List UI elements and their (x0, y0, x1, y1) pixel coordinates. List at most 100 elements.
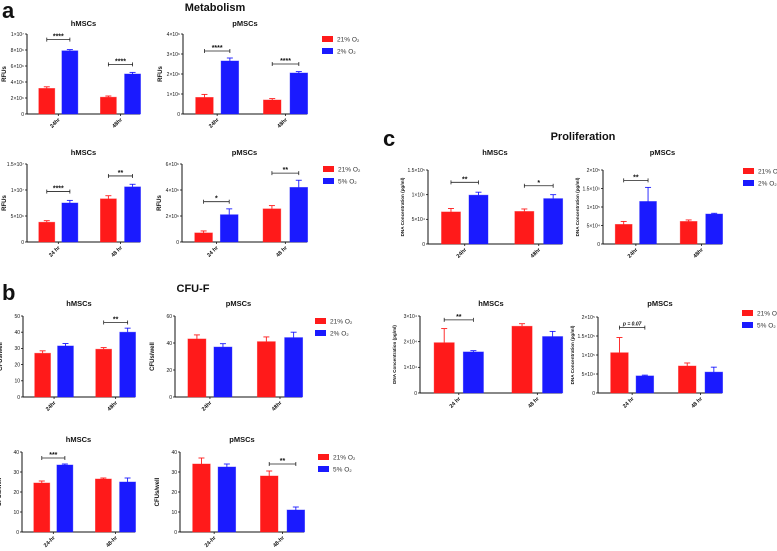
significance-label: **** (53, 186, 64, 193)
y-tick-label: 20 (171, 490, 177, 496)
y-tick-label: 20 (166, 368, 172, 374)
chart-title: pMSCs (232, 148, 257, 157)
bar-hypoxia-1 (289, 72, 309, 115)
significance-label: **** (53, 34, 64, 41)
bar-hypoxia-0 (61, 50, 79, 115)
legend-swatch (322, 48, 333, 54)
y-tick-label: 10 (13, 510, 19, 516)
x-tick-label: 48-hr (105, 535, 119, 549)
legend-swatch (323, 166, 334, 172)
y-tick-label: 1.5×10⁷ (7, 162, 24, 168)
y-tick-label: 0 (177, 112, 180, 118)
y-axis-label: CFUs/well (0, 477, 3, 506)
x-tick-label: 48 hr (527, 396, 541, 410)
section-title-cfu-f: CFU-F (177, 283, 210, 295)
panel-letter-a: a (2, 0, 15, 23)
legend-swatch (318, 454, 329, 460)
chart-title: pMSCs (226, 299, 251, 308)
significance-label: ** (462, 176, 468, 183)
bar-hypoxia-0 (468, 194, 489, 245)
y-tick-label: 5×10⁶ (11, 214, 24, 220)
chart-title: hMSCs (71, 148, 96, 157)
legend-label: 2% O₂ (337, 49, 356, 56)
legend-label: 5% O₂ (338, 179, 357, 186)
chart-title: hMSCs (482, 148, 507, 157)
y-axis-label: DNA Concentration (pg/ml) (575, 177, 580, 236)
y-tick-label: 10 (14, 379, 20, 385)
significance-label: ** (283, 167, 289, 174)
bar-hypoxia-0 (57, 345, 74, 398)
y-tick-label: 30 (171, 470, 177, 476)
bar-normoxia-0 (38, 221, 56, 243)
bar-normoxia-0 (614, 223, 633, 245)
panel-letter-c: c (383, 126, 395, 151)
y-axis-label: CFUs/well (150, 342, 156, 371)
bar-chart-b-hmscs: hMSCs CFUs/well 0 10 20 30 40 50 24hr 48hr ** (0, 299, 136, 413)
legend-swatch (322, 36, 333, 42)
y-tick-label: 1×10⁵ (582, 353, 595, 359)
bar-chart-a-hmscs: hMSCs RFUs 0 2×10⁶ 4×10⁶ 6×10⁶ 8×10⁶ 1×10⁷ 24hr 4… (2, 19, 141, 130)
legend-label: 2% O₂ (330, 331, 349, 338)
bar-hypoxia-1 (543, 198, 564, 245)
significance-label: **** (115, 58, 126, 65)
legend: 21% O₂ 5% O₂ (318, 454, 356, 474)
bar-hypoxia-0 (219, 214, 239, 243)
y-tick-label: 0 (597, 242, 600, 248)
y-tick-label: 5×10⁴ (582, 372, 595, 378)
y-tick-label: 0 (21, 112, 24, 118)
x-tick-label: 24hr (456, 247, 469, 260)
x-tick-label: 24 hr (622, 396, 636, 410)
bar-normoxia-1 (256, 341, 276, 398)
bar-hypoxia-1 (124, 186, 141, 243)
y-tick-label: 1.5×10⁵ (407, 168, 425, 174)
y-tick-label: 2×10⁶ (166, 214, 179, 220)
legend-swatch (315, 318, 326, 324)
y-tick-label: 1×10⁷ (11, 32, 24, 38)
significance-label: ** (118, 170, 124, 177)
x-tick-label: 48hr (111, 117, 124, 130)
x-tick-label: 48 hr (690, 396, 704, 410)
significance-label: p = 0.07 (622, 322, 642, 328)
y-tick-label: 40 (166, 341, 172, 347)
bar-normoxia-0 (192, 463, 211, 533)
y-axis-label: DNA Concentration (pg/ml) (570, 325, 575, 384)
y-tick-label: 0 (176, 240, 179, 246)
y-tick-label: 0 (592, 391, 595, 397)
legend-swatch (318, 466, 329, 472)
bar-chart-c-hmscs: hMSCs DNA Concentration (pg/ml) 0 5×10⁴ 1×10… (400, 148, 564, 260)
bar-normoxia-1 (100, 96, 117, 115)
significance-label: * (537, 180, 540, 187)
bar-normoxia-0 (441, 211, 461, 245)
bar-chart-a-pmscs: pMSCs RFUs 0 1×10⁶ 2×10⁶ 3×10⁶ 4×10⁶ 24hr 48hr **… (158, 19, 360, 130)
bar-hypoxia-1 (704, 371, 724, 394)
bar-normoxia-1 (260, 475, 279, 533)
y-tick-label: 10 (171, 510, 177, 516)
x-tick-label: 48 hr (275, 245, 289, 259)
panel-letter-b: b (2, 280, 15, 305)
bar-normoxia-0 (433, 342, 455, 394)
y-tick-label: 30 (14, 346, 20, 352)
bar-hypoxia-0 (635, 375, 655, 394)
bar-normoxia-0 (34, 352, 51, 398)
bar-normoxia-1 (514, 211, 535, 245)
bar-normoxia-0 (33, 482, 51, 533)
bar-normoxia-1 (678, 365, 697, 394)
y-tick-label: 60 (166, 314, 172, 320)
y-tick-label: 2×10⁶ (11, 96, 24, 102)
y-tick-label: 1×10⁵ (412, 192, 425, 198)
x-tick-label: 24 hr (206, 245, 220, 259)
y-tick-label: 3×10⁴ (404, 314, 417, 320)
bar-normoxia-0 (195, 97, 214, 115)
y-tick-label: 1×10⁷ (11, 188, 24, 194)
bar-normoxia-1 (263, 99, 282, 115)
legend-swatch (742, 310, 753, 316)
bar-normoxia-0 (194, 232, 213, 243)
bar-hypoxia-1 (284, 337, 304, 398)
legend: 21% O₂ 5% O₂ (742, 310, 777, 330)
y-tick-label: 1×10⁴ (404, 365, 417, 371)
legend-label: 5% O₂ (757, 323, 776, 330)
legend: 21% O₂ 2% O₂ (322, 36, 360, 56)
y-tick-label: 1.5×10⁵ (577, 334, 595, 340)
y-axis-label: RFUs (2, 66, 8, 82)
